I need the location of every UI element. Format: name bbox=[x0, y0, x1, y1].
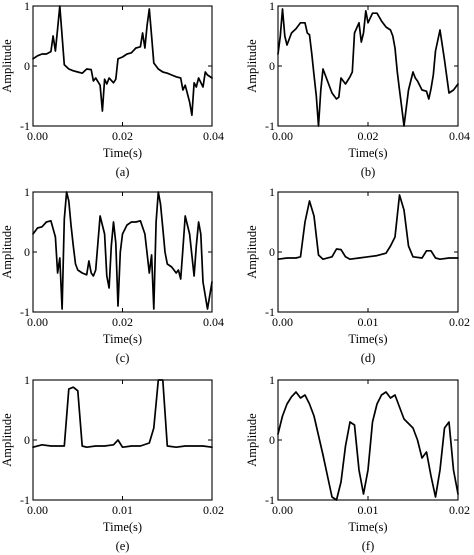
x-tick-label: 0.00 bbox=[27, 503, 48, 517]
panel-a: 0.00 0.02 0.04 -1 0 1 Time(s) Amplitude (a) bbox=[0, 0, 224, 179]
panel-caption: (e) bbox=[116, 539, 130, 553]
x-axis-label: Time(s) bbox=[103, 520, 142, 534]
y-tick-label: 0 bbox=[269, 245, 275, 259]
x-tick-label: 0.02 bbox=[358, 129, 379, 143]
x-tick-label: 0.04 bbox=[203, 315, 224, 329]
x-tick-label: 0.04 bbox=[449, 129, 470, 143]
series-line bbox=[32, 191, 213, 310]
x-tick-label: 0.01 bbox=[358, 503, 379, 517]
y-tick-label: 0 bbox=[269, 433, 275, 447]
x-tick-label: 0.02 bbox=[449, 315, 470, 329]
y-tick-label: 0 bbox=[24, 433, 30, 447]
y-tick-label: 1 bbox=[269, 373, 275, 387]
panel-caption: (c) bbox=[116, 351, 130, 365]
y-tick-label: -1 bbox=[20, 493, 30, 507]
panel-b: 0.00 0.02 0.04 -1 0 1 Time(s) Amplitude (b) bbox=[245, 0, 470, 179]
x-axis-label: Time(s) bbox=[103, 146, 142, 160]
x-tick-label: 0.00 bbox=[272, 315, 293, 329]
panel-caption: (a) bbox=[116, 165, 130, 179]
axes-frame bbox=[32, 191, 213, 313]
x-tick-label: 0.00 bbox=[272, 503, 293, 517]
y-tick-label: -1 bbox=[265, 493, 275, 507]
y-axis-label: Amplitude bbox=[245, 413, 259, 467]
x-axis-label: Time(s) bbox=[103, 332, 142, 346]
y-tick-label: 0 bbox=[24, 59, 30, 73]
series-line bbox=[277, 391, 459, 501]
axes-frame bbox=[32, 379, 213, 501]
y-tick-label: -1 bbox=[20, 305, 30, 319]
y-tick-label: 1 bbox=[24, 0, 30, 13]
y-axis-label: Amplitude bbox=[0, 39, 14, 93]
x-axis-label: Time(s) bbox=[348, 146, 387, 160]
y-axis-label: Amplitude bbox=[0, 413, 14, 467]
series-line bbox=[32, 5, 213, 117]
y-tick-label: 0 bbox=[269, 59, 275, 73]
y-tick-label: 1 bbox=[24, 185, 30, 199]
x-tick-label: 0.02 bbox=[203, 503, 224, 517]
x-tick-label: 0.04 bbox=[203, 129, 224, 143]
y-tick-label: -1 bbox=[265, 119, 275, 133]
x-axis-label: Time(s) bbox=[348, 520, 387, 534]
x-tick-label: 0.00 bbox=[27, 129, 48, 143]
panel-c: 0.00 0.02 0.04 -1 0 1 Time(s) Amplitude (c) bbox=[0, 185, 224, 365]
panel-caption: (f) bbox=[362, 539, 375, 553]
x-tick-label: 0.01 bbox=[358, 315, 379, 329]
y-tick-label: -1 bbox=[20, 119, 30, 133]
x-tick-label: 0.02 bbox=[449, 503, 470, 517]
panel-caption: (b) bbox=[361, 165, 376, 179]
y-axis-label: Amplitude bbox=[245, 39, 259, 93]
x-tick-label: 0.00 bbox=[272, 129, 293, 143]
x-tick-label: 0.02 bbox=[112, 129, 133, 143]
series-line bbox=[32, 379, 213, 449]
y-tick-label: 0 bbox=[24, 245, 30, 259]
x-tick-label: 0.02 bbox=[112, 315, 133, 329]
x-axis-label: Time(s) bbox=[348, 332, 387, 346]
y-tick-label: 1 bbox=[24, 373, 30, 387]
panel-caption: (d) bbox=[361, 351, 376, 365]
y-axis-label: Amplitude bbox=[0, 225, 14, 279]
panel-e: 0.00 0.01 0.02 -1 0 1 Time(s) Amplitude (e) bbox=[0, 373, 224, 553]
axes-frame bbox=[277, 379, 459, 501]
x-tick-label: 0.00 bbox=[27, 315, 48, 329]
series-line bbox=[277, 8, 459, 127]
y-axis-label: Amplitude bbox=[245, 225, 259, 279]
x-tick-label: 0.01 bbox=[112, 503, 133, 517]
panel-d: 0.00 0.01 0.02 -1 0 1 Time(s) Amplitude (d) bbox=[245, 185, 470, 365]
y-tick-label: 1 bbox=[269, 185, 275, 199]
y-tick-label: -1 bbox=[265, 305, 275, 319]
series-line bbox=[277, 194, 459, 261]
axes-frame bbox=[32, 5, 213, 127]
panel-f: 0.00 0.01 0.02 -1 0 1 Time(s) Amplitude (f) bbox=[245, 373, 470, 553]
y-tick-label: 1 bbox=[269, 0, 275, 13]
